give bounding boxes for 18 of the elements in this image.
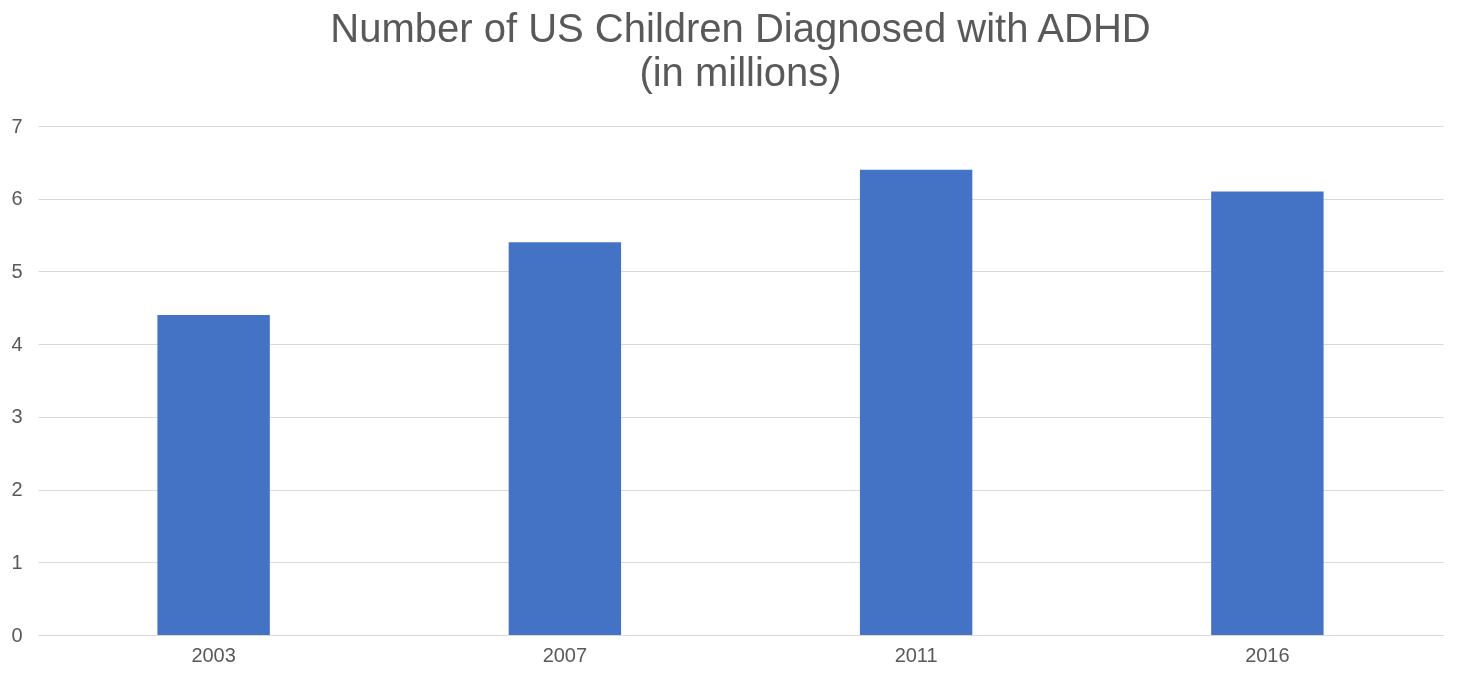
x-tick-label: 2003 — [191, 643, 236, 666]
bar — [508, 242, 622, 635]
bar — [157, 315, 270, 635]
y-tick-label: 2 — [11, 478, 23, 501]
bar — [1211, 191, 1324, 635]
bar — [859, 169, 973, 635]
y-tick-label: 6 — [11, 187, 23, 210]
x-tick-label: 2011 — [894, 643, 938, 666]
x-tick-label: 2016 — [1245, 643, 1290, 666]
chart-title: Number of US Children Diagnosed with ADHD — [330, 6, 1151, 50]
y-tick-label: 0 — [11, 623, 23, 646]
chart-subtitle: (in millions) — [639, 50, 842, 94]
x-tick-label: 2007 — [542, 643, 588, 666]
y-tick-label: 4 — [11, 332, 23, 355]
y-tick-label: 3 — [11, 405, 23, 428]
y-tick-label: 1 — [11, 550, 23, 573]
y-tick-label: 7 — [11, 114, 23, 137]
y-tick-label: 5 — [11, 259, 23, 282]
